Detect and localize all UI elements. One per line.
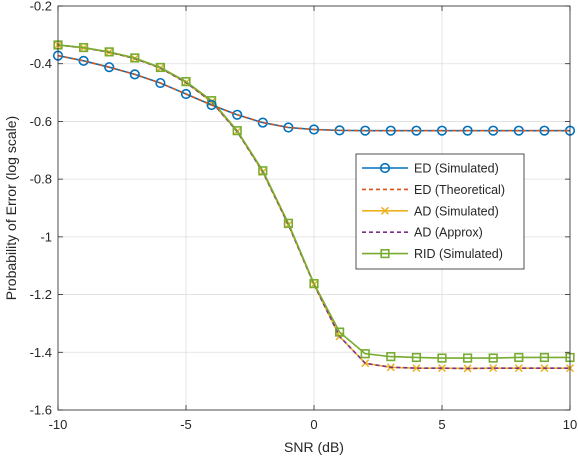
data-point-ed-simulated (104, 62, 115, 73)
data-point-rid-simulated (488, 353, 498, 363)
legend-marker-stroke (380, 206, 390, 215)
legend-marker (380, 206, 390, 215)
data-point-rid-simulated (360, 349, 370, 359)
x-tick-label: 10 (563, 417, 577, 432)
data-point-rid-simulated (232, 126, 242, 136)
legend-label: AD (Approx) (414, 226, 483, 240)
data-point-rid-simulated (437, 353, 447, 363)
legend-entry-rid-simulated: RID (Simulated) (362, 247, 503, 261)
y-tick-label: -1.2 (30, 287, 52, 302)
series-line-rid-simulated (57, 44, 570, 359)
legend: ED (Simulated) ED (Theoretical) AD (Simula… (355, 153, 525, 270)
data-point-ad-simulated-stroke (489, 364, 498, 373)
x-tick-label: 5 (438, 417, 445, 432)
y-tick-label: -1.6 (30, 403, 52, 418)
legend-label: AD (Simulated) (414, 204, 499, 218)
data-point-rid-simulated (514, 352, 524, 363)
series-lines (52, 40, 576, 373)
data-point-ad-simulated (412, 364, 421, 373)
data-point-rid-simulated (334, 327, 345, 337)
data-point-ed-simulated (155, 77, 166, 89)
data-point-rid-simulated (181, 77, 191, 87)
data-point-ed-simulated (308, 124, 320, 135)
x-tick-label: -10 (49, 417, 68, 432)
data-point-ad-simulated (489, 364, 498, 373)
data-point-ed-simulated (180, 88, 192, 100)
data-point-rid-simulated (258, 166, 268, 176)
legend-label: ED (Theoretical) (414, 183, 505, 197)
legend-entry-ad-simulated: AD (Simulated) (362, 204, 499, 218)
legend-marker (380, 249, 390, 259)
legend-entry-ad-approx: AD (Approx) (362, 226, 483, 240)
y-tick-label: -0.6 (30, 114, 52, 129)
y-tick-label: -1 (40, 229, 52, 244)
data-point-rid-simulated (539, 352, 549, 363)
y-tick-label: -0.4 (30, 56, 52, 71)
data-point-ed-simulated (385, 125, 396, 136)
data-point-rid-simulated (283, 218, 294, 228)
data-point-ed-simulated (129, 69, 140, 80)
legend-entry-ed-theoretical: ED (Theoretical) (362, 183, 505, 197)
data-point-rid-simulated (104, 47, 114, 57)
y-axis-label: Probability of Error (log scale) (3, 116, 19, 300)
data-point-ed-simulated (462, 125, 473, 136)
data-point-ed-simulated (257, 117, 268, 128)
data-point-rid-simulated (130, 53, 140, 63)
data-point-ed-simulated (78, 55, 89, 66)
series-ed-theoretical (57, 54, 570, 132)
legend-marker (379, 162, 391, 174)
legend-label: RID (Simulated) (414, 247, 503, 261)
series-rid-simulated (53, 40, 575, 363)
x-tick-label: 0 (310, 417, 317, 432)
y-tick-label: -0.8 (30, 172, 52, 187)
data-point-rid-simulated (309, 279, 319, 289)
data-point-rid-simulated (386, 352, 396, 362)
y-tick-label: -1.4 (30, 345, 52, 360)
data-point-rid-simulated (411, 352, 422, 363)
data-point-rid-simulated (155, 62, 166, 73)
x-axis-label: SNR (dB) (284, 439, 344, 455)
data-point-ad-simulated-stroke (412, 364, 421, 373)
x-tick-label: -5 (180, 417, 192, 432)
data-point-ed-simulated (232, 109, 243, 120)
legend-entry-ed-simulated: ED (Simulated) (362, 162, 499, 176)
data-point-rid-simulated (79, 42, 89, 53)
legend-label: ED (Simulated) (414, 162, 499, 176)
data-point-ed-simulated (206, 99, 217, 111)
series-line-ed-theoretical (57, 54, 570, 132)
data-point-rid-simulated (462, 353, 473, 363)
axis-ticks (57, 5, 571, 411)
y-tick-label: -0.2 (30, 0, 52, 14)
